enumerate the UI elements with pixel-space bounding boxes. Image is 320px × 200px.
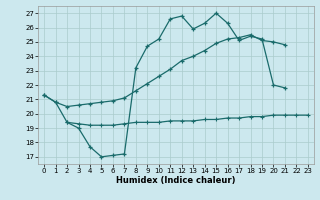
X-axis label: Humidex (Indice chaleur): Humidex (Indice chaleur) — [116, 176, 236, 185]
